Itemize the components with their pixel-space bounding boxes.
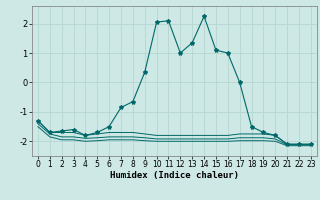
X-axis label: Humidex (Indice chaleur): Humidex (Indice chaleur) <box>110 171 239 180</box>
